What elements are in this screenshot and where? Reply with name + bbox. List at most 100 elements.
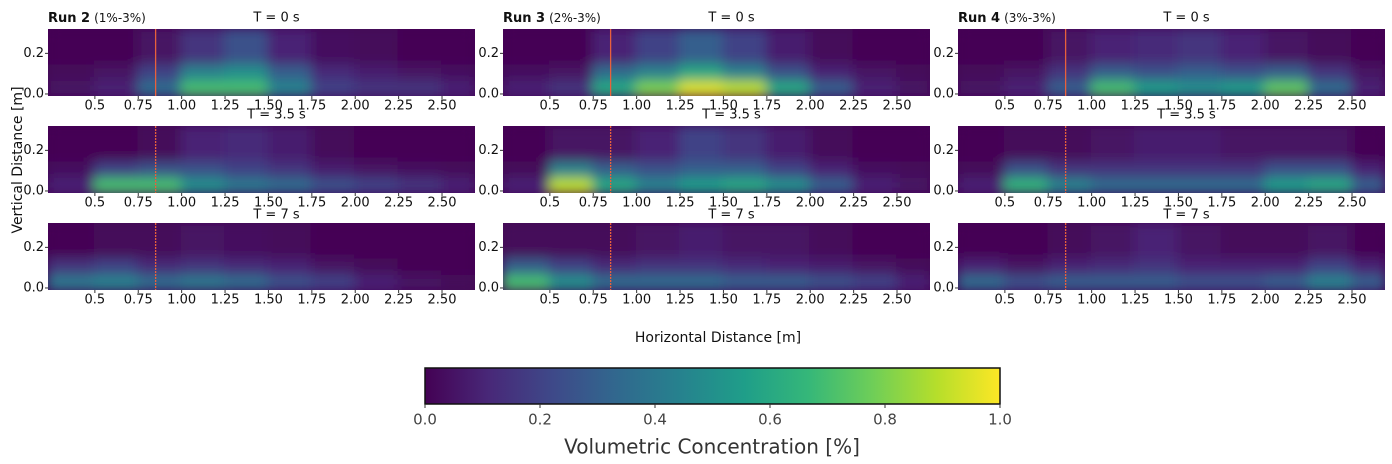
heat-cell (93, 126, 140, 162)
heat-cell (1003, 62, 1050, 81)
heat-cell (48, 126, 96, 162)
heat-cell (1351, 62, 1385, 81)
heat-cell (1351, 78, 1385, 96)
x-tick-label: 1.50 (709, 196, 738, 211)
heat-cell (1351, 29, 1385, 65)
run-label: Run 2 (1%-3%) (48, 11, 146, 26)
x-tick-label: 1.75 (297, 293, 326, 308)
heat-cell (180, 223, 227, 259)
heat-cell (896, 78, 930, 96)
y-tick-label: 0.0 (23, 183, 44, 198)
heat-cell (852, 256, 899, 275)
x-tick-label: 2.25 (1294, 99, 1323, 114)
heat-cell (1220, 272, 1267, 290)
heat-cell (354, 126, 400, 162)
heat-cell (1047, 175, 1093, 193)
heat-cell (1264, 29, 1310, 65)
heat-cell (1134, 159, 1180, 178)
heat-cell (722, 78, 768, 96)
heat-cell (1264, 223, 1310, 259)
x-tick-label: 1.75 (297, 99, 326, 114)
y-tick-label: 0.2 (478, 46, 499, 61)
heat-cell (1090, 126, 1137, 162)
heat-cell (267, 126, 313, 162)
heat-cell (722, 175, 768, 193)
heat-cell (267, 272, 313, 290)
x-tick-label: 0.75 (124, 196, 153, 211)
cells (958, 126, 1385, 193)
heat-cell (765, 126, 812, 162)
x-tick-label: 0.75 (1034, 99, 1063, 114)
colorbar-tick-label: 1.0 (988, 411, 1012, 429)
heat-cell (1307, 272, 1354, 290)
x-tick-label: 2.50 (428, 196, 457, 211)
heat-cell (137, 175, 183, 193)
heat-cell (397, 126, 444, 162)
heat-cell (1134, 62, 1180, 81)
heat-cell (441, 175, 475, 193)
heat-cell (441, 29, 475, 65)
x-tick-label: 2.25 (1294, 293, 1323, 308)
heat-cell (224, 223, 270, 259)
heat-cell (1090, 272, 1137, 290)
heatmap (503, 126, 930, 193)
heat-cell (1003, 223, 1050, 259)
heat-cell (722, 62, 768, 81)
heat-cell (180, 159, 227, 178)
x-tick-label: 1.50 (709, 99, 738, 114)
heat-cell (592, 78, 638, 96)
x-tick-label: 2.25 (1294, 196, 1323, 211)
heat-cell (1307, 159, 1354, 178)
x-tick-label: 1.75 (1207, 99, 1236, 114)
heat-cell (548, 78, 595, 96)
heat-cell (635, 126, 682, 162)
heat-cell (896, 62, 930, 81)
heat-cell (722, 159, 768, 178)
heat-cell (93, 175, 140, 193)
heat-cell (1090, 62, 1137, 81)
heat-cell (548, 223, 595, 259)
heat-cell (1177, 175, 1223, 193)
heat-cell (679, 62, 725, 81)
heat-cell (1134, 29, 1180, 65)
heat-cell (224, 272, 270, 290)
x-tick-label: 1.75 (752, 196, 781, 211)
heat-cell (1090, 29, 1137, 65)
heat-cell (397, 223, 444, 259)
heat-cell (958, 223, 1006, 259)
heat-cell (1351, 256, 1385, 275)
heat-cell (765, 256, 812, 275)
heat-cell (441, 159, 475, 178)
heat-cell (1264, 256, 1310, 275)
y-tick-label: 0.2 (23, 46, 44, 61)
heat-cell (809, 256, 855, 275)
y-tick-label: 0.0 (23, 280, 44, 295)
run-name: Run 2 (48, 11, 90, 26)
x-tick-label: 2.25 (384, 293, 413, 308)
x-tick-label: 1.25 (666, 99, 695, 114)
heat-cell (1047, 126, 1093, 162)
heat-cell (93, 78, 140, 96)
x-tick-label: 1.50 (254, 196, 283, 211)
heat-cell (679, 126, 725, 162)
heat-cell (679, 272, 725, 290)
x-tick-label: 1.00 (1077, 99, 1106, 114)
heat-cell (397, 175, 444, 193)
cells (48, 29, 475, 96)
panel-title: T = 7 s (707, 208, 755, 223)
x-tick-label: 2.50 (428, 99, 457, 114)
heat-cell (1264, 159, 1310, 178)
x-tick-label: 2.00 (341, 196, 370, 211)
x-tick-label: 1.00 (1077, 196, 1106, 211)
heat-cell (958, 159, 1006, 178)
heat-cell (548, 159, 595, 178)
colorbar-label: Volumetric Concentration [%] (564, 435, 860, 459)
x-tick-label: 0.75 (1034, 196, 1063, 211)
heat-cell (548, 175, 595, 193)
heat-cell (1090, 78, 1137, 96)
x-tick-label: 1.25 (211, 196, 240, 211)
run-label: Run 4 (3%-3%) (958, 11, 1056, 26)
heat-cell (592, 256, 638, 275)
heat-cell (1134, 175, 1180, 193)
heatmap (503, 223, 930, 290)
